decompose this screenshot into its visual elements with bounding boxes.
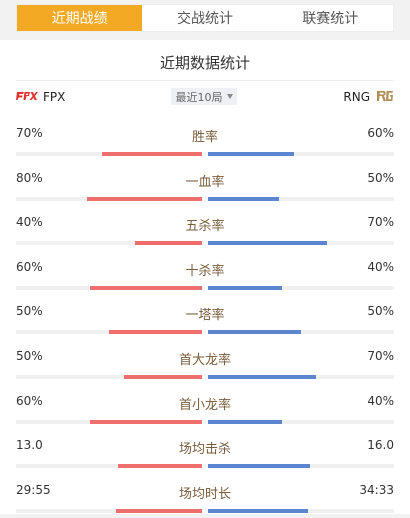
- stat-row: 13.0 场均击杀 16.0: [0, 438, 410, 469]
- right-stat-value: 40%: [367, 393, 394, 408]
- right-stat-value: 16.0: [367, 438, 394, 453]
- left-stat-value: 50%: [16, 349, 43, 363]
- right-bar-track: [208, 464, 394, 469]
- stat-row: 60% 首小龙率 40%: [0, 394, 410, 424]
- filter-label: 最近10局: [175, 90, 223, 104]
- fpx-logo-icon: [16, 90, 38, 104]
- left-bar-track: [16, 330, 202, 335]
- right-bar-fill: [208, 419, 283, 424]
- stat-row: 50% 一塔率 50%: [0, 304, 410, 335]
- left-bar-fill: [90, 419, 202, 424]
- recent-games-filter[interactable]: 最近10局: [171, 88, 237, 105]
- right-bar-fill: [208, 152, 294, 156]
- right-bar-track: [208, 152, 394, 156]
- right-stat-value: 50%: [367, 170, 394, 185]
- stat-label: 首大龙率: [178, 353, 231, 368]
- right-stat-value: 70%: [367, 349, 394, 363]
- right-bar-fill: [208, 241, 328, 246]
- right-bar-track: [208, 330, 394, 335]
- right-stat-value: 50%: [367, 304, 394, 319]
- stat-row: 50% 首大龙率 70%: [0, 349, 410, 379]
- left-stat-value: 13.0: [16, 438, 43, 453]
- left-stat-value: 40%: [16, 215, 43, 230]
- left-stat-value: 70%: [16, 126, 43, 140]
- right-bar-track: [208, 196, 394, 201]
- stat-label: 五杀率: [185, 219, 225, 235]
- stat-row: 60% 十杀率 40%: [0, 260, 410, 290]
- right-stat-value: 70%: [367, 215, 394, 230]
- left-bar-track: [16, 508, 202, 513]
- right-bar-track: [208, 375, 394, 379]
- tab-head-to-head[interactable]: 交战统计: [176, 11, 233, 27]
- stat-label: 一血率: [185, 174, 225, 190]
- right-bar-fill: [208, 196, 279, 201]
- stat-row: 80% 一血率 50%: [0, 171, 410, 201]
- right-stat-value: 34:33: [359, 482, 394, 497]
- stat-label: 胜率: [191, 130, 218, 145]
- left-bar-fill: [135, 241, 202, 246]
- left-stat-value: 50%: [16, 304, 43, 319]
- tab-recent-record[interactable]: 近期战绩: [17, 5, 143, 31]
- left-bar-fill: [109, 330, 202, 335]
- right-stat-value: 40%: [367, 259, 394, 274]
- divider: [16, 80, 394, 81]
- left-bar-fill: [116, 508, 202, 513]
- right-bar-track: [208, 241, 394, 246]
- stats-card: 近期数据统计 FPX 最近10局 RNG 70% 胜率 60% 80% 一血率 50% 40…: [0, 40, 410, 514]
- left-bar-fill: [118, 464, 202, 469]
- left-bar-fill: [90, 285, 202, 290]
- stat-label: 场均击杀: [178, 442, 231, 458]
- rng-logo-icon: [376, 90, 394, 105]
- stat-label: 首小龙率: [178, 397, 231, 413]
- right-bar-fill: [208, 375, 316, 379]
- right-team: RNG: [343, 89, 394, 105]
- left-bar-track: [16, 375, 202, 379]
- right-bar-track: [208, 419, 394, 424]
- stat-label: 一塔率: [185, 308, 225, 324]
- right-bar-fill: [208, 508, 309, 513]
- stat-row: 40% 五杀率 70%: [0, 215, 410, 246]
- tab-bar: 近期战绩 交战统计 联赛统计: [16, 4, 394, 32]
- stat-label: 场均时长: [178, 486, 231, 502]
- right-bar-fill: [208, 285, 283, 290]
- left-bar-track: [16, 196, 202, 201]
- left-bar-fill: [101, 152, 202, 156]
- stat-row: 70% 胜率 60%: [0, 126, 410, 156]
- stat-row: 29:55 场均时长 34:33: [0, 483, 410, 513]
- right-team-name: RNG: [343, 90, 370, 104]
- right-stat-value: 60%: [367, 126, 394, 140]
- left-stat-value: 29:55: [16, 482, 51, 497]
- left-bar-track: [16, 152, 202, 156]
- right-bar-fill: [208, 464, 311, 469]
- left-team-name: FPX: [43, 90, 66, 104]
- left-bar-fill: [86, 196, 202, 201]
- left-stat-value: 60%: [16, 393, 43, 408]
- section-title: 近期数据统计: [159, 54, 250, 72]
- left-bar-track: [16, 419, 202, 424]
- right-bar-track: [208, 508, 394, 513]
- left-bar-track: [16, 241, 202, 246]
- left-bar-track: [16, 464, 202, 469]
- right-bar-track: [208, 285, 394, 290]
- left-stat-value: 60%: [16, 259, 43, 274]
- left-stat-value: 80%: [16, 170, 43, 185]
- right-bar-fill: [208, 330, 301, 335]
- left-bar-fill: [123, 375, 202, 379]
- stat-label: 十杀率: [185, 263, 225, 279]
- left-bar-track: [16, 285, 202, 290]
- left-team: FPX: [16, 89, 65, 105]
- tab-league-stats[interactable]: 联赛统计: [302, 11, 359, 27]
- chevron-down-icon: [226, 94, 233, 99]
